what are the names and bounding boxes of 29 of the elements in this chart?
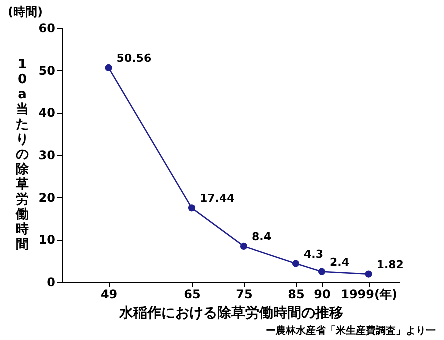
data-label: 8.4 bbox=[252, 230, 272, 244]
x-axis-title: 水稲作における除草労働時間の推移 bbox=[118, 306, 344, 322]
point bbox=[318, 268, 326, 276]
y-tick-label: 50 bbox=[38, 64, 56, 78]
point bbox=[365, 270, 372, 278]
x-tick-label: 1999(年) bbox=[341, 288, 398, 302]
point bbox=[105, 64, 112, 72]
text: ー農林水産省「米生産費調査」より一 bbox=[266, 324, 436, 338]
x-tick-label: 85 bbox=[288, 288, 305, 302]
x-tick-label: 90 bbox=[314, 288, 331, 302]
data-label: 2.4 bbox=[330, 256, 350, 269]
data-label: 17.44 bbox=[200, 192, 236, 206]
data-label: 50.56 bbox=[116, 52, 152, 65]
text: 10a当たりの除草労働時間 bbox=[16, 58, 29, 252]
x-tick-label: 49 bbox=[100, 288, 118, 302]
point bbox=[188, 204, 196, 212]
x-tick-label: 65 bbox=[184, 288, 201, 302]
data-label: 1.82 bbox=[376, 258, 404, 272]
y-tick-label: 0 bbox=[47, 276, 56, 290]
point bbox=[292, 260, 300, 268]
text: (時間) bbox=[8, 4, 43, 21]
y-tick-label: 20 bbox=[38, 190, 56, 205]
y-tick-label: 60 bbox=[38, 22, 56, 36]
y-tick-label: 40 bbox=[38, 106, 56, 120]
data-label: 4.3 bbox=[304, 248, 324, 261]
y-tick-label: 30 bbox=[38, 148, 56, 162]
y-tick-label: 10 bbox=[38, 233, 56, 248]
point bbox=[240, 242, 248, 250]
x-tick-label: 75 bbox=[236, 288, 253, 302]
